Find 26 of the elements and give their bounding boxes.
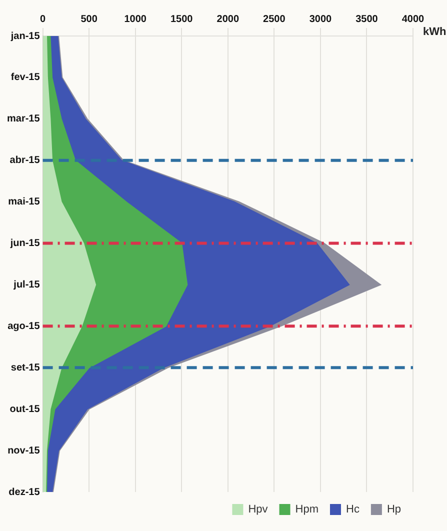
y-tick-label: mar-15	[6, 114, 40, 125]
y-tick-label: nov-15	[8, 445, 40, 456]
legend-label: Hpm	[295, 504, 319, 516]
x-tick-label: 500	[80, 14, 98, 25]
y-tick-label: abr-15	[10, 155, 40, 166]
x-axis-title: kWh	[423, 26, 446, 38]
x-tick-label: 2500	[263, 14, 286, 25]
x-tick-label: 1000	[124, 14, 147, 25]
y-tick-label: out-15	[10, 404, 40, 415]
y-tick-label: jun-15	[9, 238, 40, 250]
y-tick-label: fev-15	[10, 72, 40, 84]
x-tick-label: 4000	[402, 14, 425, 25]
y-tick-label: set-15	[10, 362, 40, 374]
legend-label: Hpv	[248, 504, 268, 516]
y-tick-label: jul-15	[12, 279, 40, 290]
y-tick-label: mai-15	[8, 196, 40, 208]
legend-label: Hc	[346, 504, 360, 516]
x-tick-label: 3500	[356, 14, 378, 25]
x-tick-label: 0	[40, 14, 46, 25]
legend-label: Hp	[386, 504, 401, 516]
x-tick-label: 3000	[309, 14, 332, 25]
y-tick-label: ago-15	[8, 320, 40, 332]
x-tick-label: 1500	[170, 14, 194, 25]
y-tick-label: jan-15	[10, 30, 40, 42]
y-tick-label: dez-15	[8, 486, 40, 498]
x-tick-label: 2000	[216, 14, 240, 25]
